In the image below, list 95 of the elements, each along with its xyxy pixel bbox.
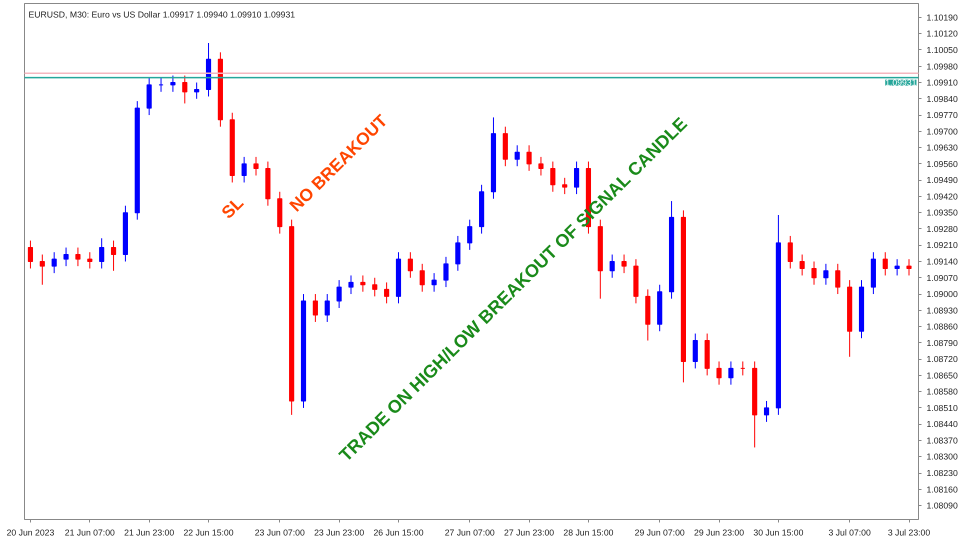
candlestick [348, 274, 354, 295]
y-tick-label: 1.09770 [926, 110, 958, 120]
candlestick [764, 400, 770, 422]
candlestick [621, 254, 627, 274]
candlestick [716, 360, 722, 386]
x-tick-label: 26 Jun 15:00 [373, 528, 424, 538]
y-tick-label: 1.08230 [926, 468, 958, 478]
y-tick-label: 1.09490 [926, 175, 958, 186]
y-tick-label: 1.08090 [926, 500, 958, 511]
y-tick-label: 1.09840 [926, 94, 958, 104]
candlestick [110, 240, 116, 272]
candlestick [526, 144, 532, 172]
candlestick [562, 177, 568, 195]
candlestick [467, 219, 472, 250]
x-tick-label: 3 Jul 07:00 [828, 528, 871, 538]
x-tick-label: 29 Jun 07:00 [634, 528, 685, 538]
y-tick-label: 1.09420 [926, 191, 958, 202]
candlestick [242, 156, 247, 183]
candlestick [550, 161, 556, 192]
y-tick-label: 1.09910 [926, 78, 958, 88]
candlestick [63, 247, 69, 267]
candlestick [312, 294, 318, 322]
y-tick-label: 1.08370 [926, 435, 958, 446]
y-tick-label: 1.08440 [926, 419, 958, 430]
x-tick-label: 23 Jun 07:00 [254, 528, 305, 538]
candlestick [811, 261, 817, 286]
y-tick-label: 1.08300 [926, 452, 958, 462]
x-tick-label: 27 Jun 23:00 [504, 528, 554, 538]
x-tick-label: 21 Jun 23:00 [124, 528, 174, 538]
candlestick [692, 333, 698, 369]
y-tick-label: 1.09980 [926, 61, 958, 72]
candlestick [728, 360, 734, 386]
y-tick-label: 1.08650 [926, 370, 958, 380]
candlestick [455, 235, 460, 272]
y-tick-label: 1.10050 [926, 44, 958, 55]
y-tick-label: 1.09350 [926, 208, 958, 218]
x-tick-label: 29 Jun 23:00 [694, 528, 744, 538]
candlestick [408, 252, 413, 278]
ref-line-label: 1.09931 [885, 78, 917, 88]
x-tick-label: 21 Jun 07:00 [64, 528, 116, 538]
candlestick [182, 75, 188, 104]
candlestick [194, 82, 200, 100]
x-tick-label: 22 Jun 15:00 [183, 528, 234, 538]
candlestick [146, 77, 152, 116]
y-tick-label: 1.09280 [926, 224, 958, 234]
x-tick-label: 27 Jun 07:00 [444, 528, 495, 538]
y-tick-label: 1.09210 [926, 240, 958, 250]
x-tick-label: 20 Jun 2023 [6, 528, 54, 538]
candlestick [420, 263, 425, 292]
candlestick [40, 254, 45, 286]
y-tick-label: 1.08860 [926, 322, 958, 332]
y-tick-label: 1.09070 [926, 272, 958, 283]
candlestick [324, 294, 330, 322]
candlestick [170, 75, 176, 92]
candlestick [52, 252, 57, 274]
y-tick-label: 1.08720 [926, 354, 958, 364]
y-tick-label: 1.08930 [926, 305, 958, 316]
candlestick [360, 274, 366, 292]
y-tick-label: 1.09140 [926, 256, 958, 266]
x-tick-label: 23 Jun 23:00 [314, 528, 364, 538]
candlestick [432, 272, 437, 292]
candlestick [99, 238, 104, 269]
candlestick [514, 144, 520, 167]
x-tick-label: 28 Jun 15:00 [563, 528, 614, 538]
candlestick [610, 254, 615, 278]
candlestick [788, 235, 793, 269]
candlestick [75, 247, 81, 267]
candlestick [906, 258, 912, 276]
x-tick-label: 30 Jun 15:00 [753, 528, 804, 538]
y-tick-label: 1.09630 [926, 142, 958, 153]
candlestick [253, 156, 259, 176]
candlestick [894, 258, 900, 276]
text: EURUSD, M30: Euro vs US Dollar 1.09917 1.09940 1.09910 1.09931 [28, 10, 296, 20]
candlestick [372, 277, 378, 297]
candlestick [835, 263, 840, 295]
candlestick [882, 252, 888, 276]
candlestick [538, 156, 544, 176]
y-tick-label: 1.08160 [926, 484, 958, 494]
candlestick [800, 254, 805, 276]
candlestick [28, 240, 34, 269]
annotation: SL [217, 192, 248, 222]
y-tick-label: 1.08790 [926, 338, 958, 348]
y-tick-label: 1.08510 [926, 402, 958, 413]
y-tick-label: 1.08580 [926, 386, 958, 397]
y-tick-label: 1.10190 [926, 12, 958, 22]
candlestick [823, 263, 828, 286]
candlestick [443, 256, 449, 288]
candlestick [87, 252, 92, 269]
candlestick [384, 282, 390, 304]
x-tick-label: 3 Jul 23:00 [888, 528, 930, 538]
y-tick-label: 1.09560 [926, 158, 958, 169]
y-tick-label: 1.09000 [926, 289, 958, 300]
candlestick [336, 280, 342, 308]
y-tick-label: 1.09700 [926, 126, 958, 136]
y-tick-label: 1.10120 [926, 28, 958, 39]
